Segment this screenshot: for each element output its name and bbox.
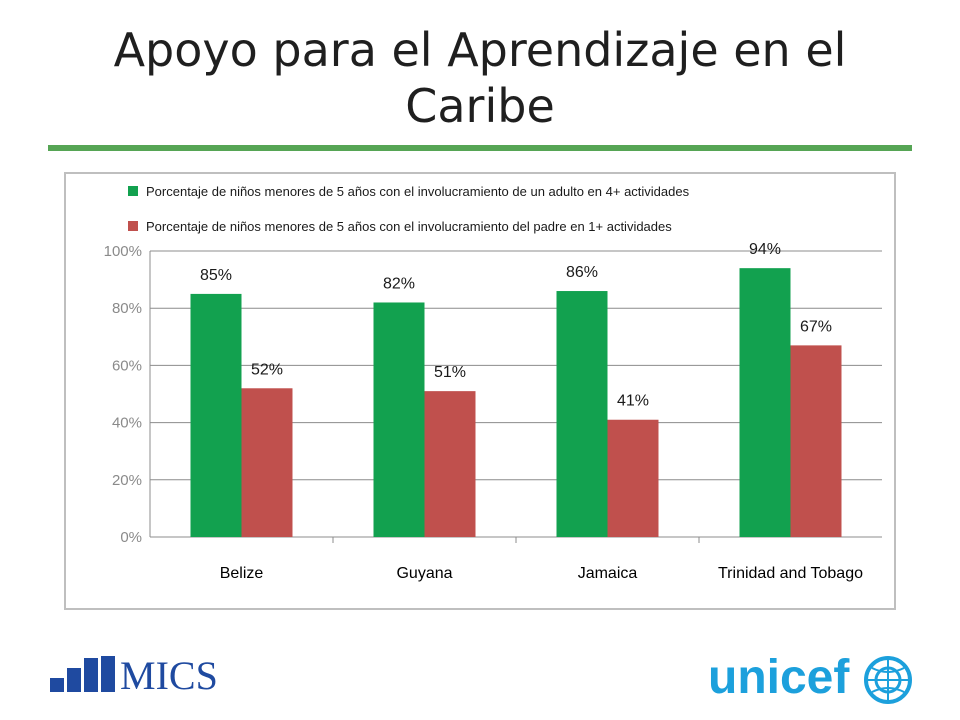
- bar-father-jamaica: [607, 419, 659, 537]
- bar-father-guyana: [424, 391, 476, 537]
- y-tick-label: 0%: [120, 529, 142, 546]
- data-label: 94%: [749, 241, 781, 258]
- unicef-logo-text: unicef: [708, 651, 850, 704]
- y-tick-label: 60%: [112, 357, 142, 374]
- mics-logo-text: MICS: [120, 653, 218, 698]
- legend-label-2: Porcentaje de niños menores de 5 años co…: [146, 219, 672, 234]
- category-label: Jamaica: [578, 565, 638, 582]
- category-label: Belize: [220, 565, 264, 582]
- data-label: 41%: [617, 393, 649, 410]
- y-tick-label: 100%: [104, 243, 142, 260]
- bar-adult-trinidad-and-tobago: [739, 268, 791, 537]
- legend-label-1: Porcentaje de niños menores de 5 años co…: [146, 184, 690, 199]
- legend-swatch-1: [128, 186, 138, 196]
- data-label: 52%: [251, 361, 283, 378]
- bar-adult-guyana: [373, 302, 425, 537]
- title-rule: [48, 145, 912, 151]
- y-tick-label: 80%: [112, 300, 142, 317]
- bar-father-belize: [241, 388, 293, 537]
- data-label: 85%: [200, 267, 232, 284]
- mics-bar-2: [67, 668, 81, 692]
- mics-bar-4: [101, 656, 115, 692]
- slide-title: Apoyo para el Aprendizaje en el Caribe: [113, 23, 847, 133]
- mics-logo-bars: [50, 656, 115, 692]
- mics-bar-1: [50, 678, 64, 692]
- bar-father-trinidad-and-tobago: [790, 345, 842, 537]
- y-tick-label: 20%: [112, 472, 142, 489]
- y-tick-label: 40%: [112, 415, 142, 432]
- data-label: 51%: [434, 364, 466, 381]
- legend-swatch-2: [128, 221, 138, 231]
- chart-frame: Porcentaje de niños menores de 5 años co…: [64, 172, 896, 610]
- mics-bar-3: [84, 658, 98, 692]
- data-label: 67%: [800, 318, 832, 335]
- data-label: 86%: [566, 264, 598, 281]
- bar-chart: Porcentaje de niños menores de 5 años co…: [104, 184, 882, 582]
- bar-adult-belize: [190, 293, 242, 537]
- bar-adult-jamaica: [556, 291, 608, 537]
- category-label: Trinidad and Tobago: [718, 565, 863, 582]
- category-label: Guyana: [396, 565, 452, 582]
- data-label: 82%: [383, 275, 415, 292]
- unicef-emblem-icon: [864, 656, 912, 704]
